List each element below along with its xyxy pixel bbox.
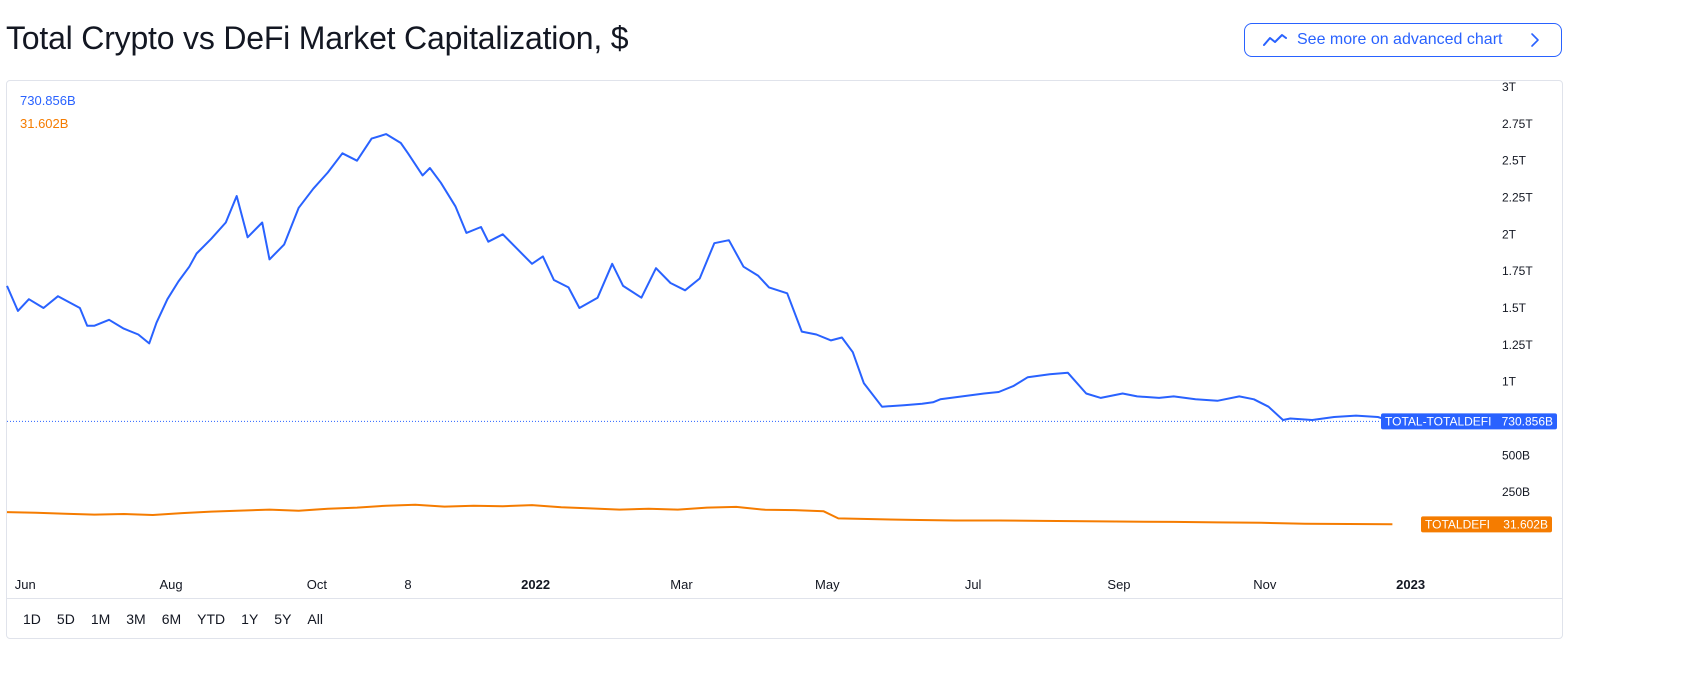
y-tick-label: 2.25T <box>1502 191 1533 205</box>
advanced-chart-label: See more on advanced chart <box>1297 31 1503 48</box>
x-tick-label: May <box>815 577 840 592</box>
see-advanced-chart-button[interactable]: See more on advanced chart <box>1244 23 1562 57</box>
range-button-6m[interactable]: 6M <box>161 610 182 627</box>
x-tick-label: Aug <box>159 577 182 592</box>
last-value-badge <box>1381 413 1557 430</box>
y-tick-label: 1.75T <box>1502 264 1533 278</box>
range-button-5d[interactable]: 5D <box>56 610 75 627</box>
x-tick-label: Jun <box>15 577 36 592</box>
x-tick-label: Mar <box>670 577 693 592</box>
series-name-label: TOTALDEFI <box>1425 517 1490 531</box>
series-line-total-minus-defi <box>6 133 1393 423</box>
range-button-1d[interactable]: 1D <box>23 610 41 627</box>
legend-value-series2: 31.602B <box>20 116 69 131</box>
y-tick-label: 3T <box>1502 80 1517 94</box>
range-button-3m[interactable]: 3M <box>126 610 146 627</box>
trend-line-icon <box>1263 31 1287 49</box>
last-value-badge <box>1421 516 1552 533</box>
y-tick-label: 1.5T <box>1502 301 1527 315</box>
x-axis: Jun Aug Oct 8 2022 Mar May Jul Sep Nov 2023 <box>15 577 1425 592</box>
x-tick-label: Jul <box>965 577 982 592</box>
x-tick-label: 2022 <box>521 577 550 592</box>
series-last-value: 31.602B <box>1503 517 1548 531</box>
series-last-value: 730.856B <box>1502 414 1553 428</box>
range-button-ytd[interactable]: YTD <box>197 610 226 627</box>
chevron-right-icon <box>1529 31 1541 49</box>
last-value-labels: TOTAL-TOTALDEFI 730.856B TOTALDEFI 31.602B <box>1381 413 1557 533</box>
legend-value-series1: 730.856B <box>20 93 76 108</box>
last-value-label-total-minus-defi: TOTAL-TOTALDEFI 730.856B <box>1381 413 1557 430</box>
y-tick-label: 2T <box>1502 227 1517 241</box>
y-tick-label: 1T <box>1502 375 1517 389</box>
series-name-label: TOTAL-TOTALDEFI <box>1385 414 1491 428</box>
range-button-5y[interactable]: 5Y <box>274 610 292 627</box>
last-value-label-totaldefi: TOTALDEFI 31.602B <box>1421 516 1552 533</box>
x-tick-label: 8 <box>404 577 411 592</box>
x-tick-label: 2023 <box>1396 577 1425 592</box>
range-selector: 1D 5D 1M 3M 6M YTD 1Y 5Y All <box>7 598 1562 638</box>
y-tick-label: 2.75T <box>1502 117 1533 131</box>
series-line-totaldefi <box>6 503 1393 526</box>
x-tick-label: Oct <box>307 577 328 592</box>
x-tick-label: Sep <box>1107 577 1130 592</box>
page-title: Total Crypto vs DeFi Market Capitalizati… <box>6 20 629 56</box>
y-tick-label: 1.25T <box>1502 338 1533 352</box>
y-tick-label: 500B <box>1502 448 1530 462</box>
range-button-all[interactable]: All <box>307 610 323 627</box>
chart-panel <box>6 80 1563 639</box>
y-tick-label: 250B <box>1502 485 1530 499</box>
range-button-1m[interactable]: 1M <box>90 610 111 627</box>
range-button-1y[interactable]: 1Y <box>241 610 259 627</box>
x-tick-label: Nov <box>1253 577 1277 592</box>
y-axis: 250B 500B 1T 1.25T 1.5T 1.75T 2T 2.25T 2.5T 2.75T… <box>1502 80 1533 499</box>
y-tick-label: 2.5T <box>1502 154 1527 168</box>
